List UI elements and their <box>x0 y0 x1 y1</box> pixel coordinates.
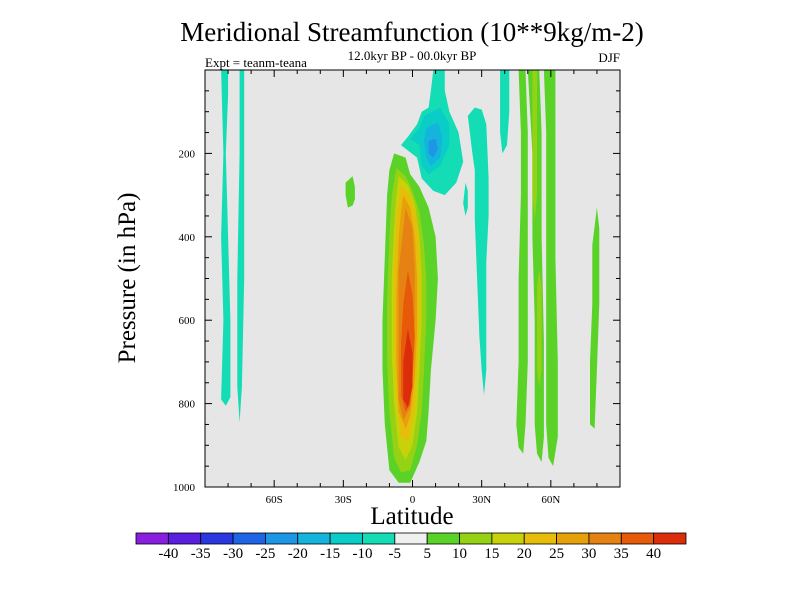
y-tick-label: 800 <box>179 399 196 411</box>
colorbar-label: -10 <box>353 546 373 562</box>
contour-region <box>403 328 413 408</box>
colorbar-label: 35 <box>614 546 629 562</box>
colorbar-box <box>523 532 557 545</box>
season-label: DJF <box>598 50 620 65</box>
colorbar-box <box>362 532 396 545</box>
colorbar-box <box>653 532 687 545</box>
colorbar-box <box>265 532 299 545</box>
y-tick-label: 1000 <box>173 482 196 494</box>
colorbar-label: 40 <box>646 546 661 562</box>
x-tick-label: 0 <box>410 494 416 506</box>
colorbar-box <box>491 532 525 545</box>
colorbar-box <box>297 532 331 545</box>
colorbar-box <box>459 532 493 545</box>
contour-region <box>463 182 468 216</box>
x-tick-label: 60S <box>266 494 283 506</box>
colorbar-label: 20 <box>517 546 532 562</box>
colorbar-label: -25 <box>255 546 275 562</box>
colorbar-box <box>200 532 234 545</box>
x-tick-label: 30N <box>472 494 491 506</box>
colorbar-box <box>135 532 169 545</box>
contour-region <box>543 70 558 467</box>
colorbar-label: -15 <box>320 546 340 562</box>
colorbar-box <box>232 532 266 545</box>
y-tick-label: 200 <box>179 148 196 160</box>
contour-region <box>221 70 231 406</box>
colorbar-label: -20 <box>288 546 308 562</box>
contour-region <box>237 70 245 423</box>
colorbar-label: 30 <box>581 546 596 562</box>
y-tick-label: 400 <box>179 232 196 244</box>
colorbar-label: 10 <box>452 546 467 562</box>
colorbar-label: 5 <box>423 546 431 562</box>
colorbar <box>135 532 687 545</box>
contour-region <box>467 107 489 396</box>
experiment-label: Expt = teanm-teana <box>205 55 307 70</box>
y-axis-label: Pressure (in hPa) <box>114 193 141 364</box>
colorbar-label: 25 <box>549 546 564 562</box>
contour-region <box>590 207 600 429</box>
contour-region <box>345 176 355 208</box>
x-tick-label: 60N <box>541 494 560 506</box>
x-tick-labels: 60S 30S 0 30N 60N <box>266 494 561 506</box>
axis-ticks <box>204 69 621 488</box>
colorbar-label: -40 <box>158 546 178 562</box>
colorbar-label: -35 <box>191 546 211 562</box>
contour-region <box>516 70 528 454</box>
contour-regions <box>221 70 600 483</box>
contour-region <box>532 70 537 221</box>
x-axis-label: Latitude <box>370 503 453 530</box>
colorbar-box <box>426 532 460 545</box>
colorbar-label: -30 <box>223 546 243 562</box>
colorbar-labels: -40 -35 -30 -25 -20 -15 -10 -5 5 10 15 2… <box>158 546 661 562</box>
colorbar-label: 15 <box>484 546 499 562</box>
colorbar-box <box>394 532 428 545</box>
colorbar-box <box>588 532 622 545</box>
contour-region <box>537 270 542 387</box>
x-tick-label: 30S <box>335 494 352 506</box>
contour-region <box>500 70 510 154</box>
colorbar-box <box>167 532 202 545</box>
chart-title: Meridional Streamfunction (10**9kg/m-2) <box>180 17 643 47</box>
colorbar-box <box>620 532 655 545</box>
colorbar-box <box>556 532 590 545</box>
colorbar-label: -5 <box>389 546 402 562</box>
contour-region <box>428 138 438 158</box>
y-tick-label: 600 <box>179 315 196 327</box>
chart-subtitle: 12.0kyr BP - 00.0kyr BP <box>348 48 477 63</box>
colorbar-box <box>329 532 363 545</box>
y-tick-labels: 200 400 600 800 1000 <box>173 148 196 494</box>
